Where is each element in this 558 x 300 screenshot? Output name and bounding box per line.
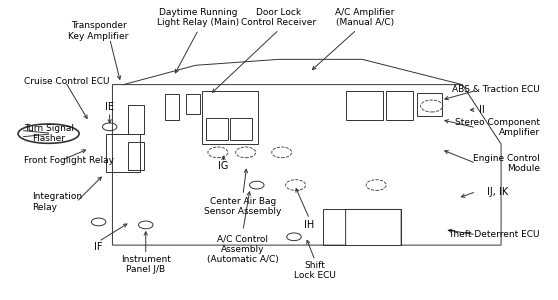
Text: Theft Deterrent ECU: Theft Deterrent ECU — [449, 230, 540, 239]
Text: A/C Amplifier
(Manual A/C): A/C Amplifier (Manual A/C) — [335, 8, 395, 27]
Text: Door Lock
Control Receiver: Door Lock Control Receiver — [242, 8, 316, 27]
Bar — [417, 93, 442, 116]
Bar — [128, 142, 143, 170]
Text: Turn Signal
Flasher: Turn Signal Flasher — [23, 124, 74, 143]
Text: Transponder
Key Amplifier: Transponder Key Amplifier — [69, 21, 129, 41]
Text: II: II — [479, 105, 485, 115]
Text: Center Air Bag
Sensor Assembly: Center Air Bag Sensor Assembly — [204, 197, 282, 216]
Text: IH: IH — [305, 220, 315, 230]
Bar — [206, 118, 228, 140]
Text: Cruise Control ECU: Cruise Control ECU — [23, 77, 109, 86]
Bar — [345, 91, 383, 120]
Text: Daytime Running
Light Relay (Main): Daytime Running Light Relay (Main) — [157, 8, 239, 27]
Text: IJ, IK: IJ, IK — [487, 187, 508, 196]
Text: IF: IF — [94, 242, 103, 252]
Bar — [165, 94, 179, 120]
Text: Instrument
Panel J/B: Instrument Panel J/B — [121, 255, 171, 274]
Bar — [186, 94, 200, 114]
Bar — [230, 118, 252, 140]
Text: ABS & Traction ECU: ABS & Traction ECU — [452, 85, 540, 94]
Bar — [386, 91, 413, 120]
Text: Integration
Relay: Integration Relay — [32, 192, 82, 212]
Text: Stereo Component
Amplifier: Stereo Component Amplifier — [455, 118, 540, 137]
Bar — [128, 105, 143, 134]
Text: Shift
Lock ECU: Shift Lock ECU — [294, 261, 336, 280]
Bar — [203, 91, 258, 144]
Text: IE: IE — [105, 102, 114, 112]
Text: Front Foglight Relay: Front Foglight Relay — [23, 156, 114, 165]
Text: A/C Control
Assembly
(Automatic A/C): A/C Control Assembly (Automatic A/C) — [207, 235, 279, 265]
Text: Engine Control
Module: Engine Control Module — [473, 154, 540, 173]
Text: IG: IG — [218, 161, 229, 171]
